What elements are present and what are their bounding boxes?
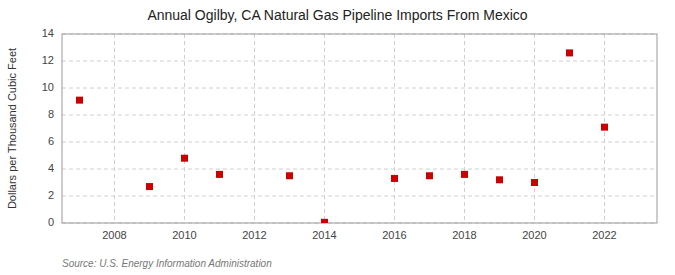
point	[76, 97, 83, 104]
x-tick-label: 2014	[312, 229, 336, 241]
point	[321, 219, 328, 223]
point	[601, 124, 608, 131]
point	[181, 155, 188, 162]
x-grid-line	[114, 34, 115, 223]
y-tick-label: 12	[42, 54, 54, 66]
y-tick-label: 10	[42, 81, 54, 93]
x-grid-line	[464, 34, 465, 223]
point	[496, 176, 503, 183]
plot-frame	[62, 34, 657, 223]
chart-container: 0 2 4 6 8 10 12 14 2008 2010 2012 2014 2016 2018 2020 2…	[0, 0, 675, 275]
grid	[62, 34, 657, 223]
y-grid-line	[62, 115, 657, 116]
points	[76, 49, 608, 223]
y-tick-label: 8	[48, 108, 54, 120]
point	[286, 172, 293, 179]
x-grid-line	[324, 34, 325, 223]
plot-area	[62, 34, 657, 223]
x-grid-line	[254, 34, 255, 223]
y-tick-label: 0	[48, 216, 54, 228]
y-grid-line	[62, 169, 657, 170]
point	[566, 49, 573, 56]
title: Annual Ogilby, CA Natural Gas Pipeline I…	[147, 7, 527, 23]
x-grid-line	[394, 34, 395, 223]
x-tick-label: 2008	[102, 229, 126, 241]
x-grid-line	[534, 34, 535, 223]
y-tick-label: 6	[48, 135, 54, 147]
point	[146, 183, 153, 190]
x-tick-label: 2012	[242, 229, 266, 241]
point	[461, 171, 468, 178]
x-tick-label: 2016	[382, 229, 406, 241]
source-note: Source: U.S. Energy Information Administ…	[62, 258, 272, 269]
axes: 0 2 4 6 8 10 12 14 2008 2010 2012 2014 2016 2018 2020 2…	[42, 27, 657, 241]
y-grid-line	[62, 61, 657, 62]
x-tick-label: 2022	[592, 229, 616, 241]
x-tick-label: 2020	[522, 229, 546, 241]
x-tick-label: 2018	[452, 229, 476, 241]
y-tick-label: 4	[48, 162, 54, 174]
y-grid-line	[62, 142, 657, 143]
y-grid-line	[62, 196, 657, 197]
x-tick-label: 2010	[172, 229, 196, 241]
chart: 0 2 4 6 8 10 12 14 2008 2010 2012 2014 2016 2018 2020 2…	[0, 0, 675, 275]
point	[216, 171, 223, 178]
point	[391, 175, 398, 182]
y-tick-label: 14	[42, 27, 54, 39]
y-axis-label: Dollars per Thousand Cubic Feet	[6, 48, 18, 209]
point	[426, 172, 433, 179]
x-grid-line	[184, 34, 185, 223]
y-tick-label: 2	[48, 189, 54, 201]
point	[531, 179, 538, 186]
y-grid-line	[62, 88, 657, 89]
